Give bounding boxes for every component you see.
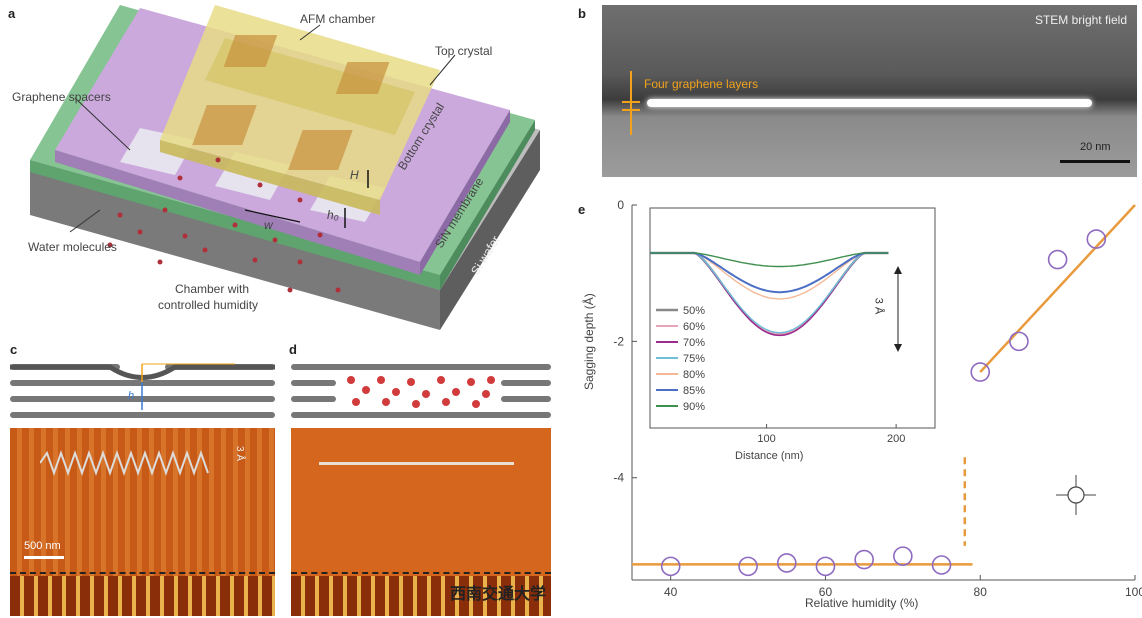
panel-b-letter: b bbox=[578, 6, 586, 21]
inset-scale-arrowhead bbox=[894, 266, 902, 274]
graphene-spacers-label: Graphene spacers bbox=[12, 90, 111, 104]
y-tick-label: -4 bbox=[613, 471, 624, 485]
inset-legend-label: 60% bbox=[683, 321, 705, 333]
inset-legend-label: 75% bbox=[683, 353, 705, 365]
scale-bar bbox=[1060, 160, 1130, 163]
annotation-tick bbox=[622, 109, 640, 111]
data-point bbox=[815, 556, 836, 577]
stem-title: STEM bright field bbox=[1034, 13, 1127, 27]
x-tick-label: 40 bbox=[664, 585, 678, 599]
c-scale-bar-label: 500 nm bbox=[24, 540, 61, 552]
c-amp-label: 3 Å bbox=[234, 445, 246, 462]
data-point bbox=[854, 549, 874, 570]
afm-patch bbox=[223, 35, 278, 67]
watermark: 西南交通大学 bbox=[450, 586, 547, 603]
panel-c: c h 3 Å 500 nm bbox=[0, 340, 285, 618]
x-tick-label: 80 bbox=[974, 585, 988, 599]
c-dashed-line bbox=[10, 572, 275, 574]
inset-legend-label: 85% bbox=[683, 385, 705, 397]
four-layers-annotation: Four graphene layers bbox=[644, 77, 759, 91]
panel-e: e 40 60 80 100 0 -2 -4 100 200 50% 60% 70% 75% 80% 85%… bbox=[450, 190, 1142, 618]
d-stripes bbox=[291, 576, 551, 616]
panel-a: a AFM chamber Top crystal Graphene space… bbox=[0, 0, 570, 335]
inset-frame bbox=[649, 207, 936, 429]
x-tick-label: 100 bbox=[1125, 585, 1142, 599]
inset-legend-label: 80% bbox=[683, 369, 705, 381]
panel-a-schematic bbox=[30, 5, 540, 330]
data-point bbox=[1009, 331, 1029, 352]
afm-patch bbox=[192, 105, 257, 145]
panel-b: b STEM bright field Four graphene layers… bbox=[570, 0, 1142, 180]
sin-right bbox=[440, 120, 535, 290]
inset-x-tick-label: 100 bbox=[757, 433, 775, 445]
inset-series-line bbox=[650, 252, 889, 268]
inset-legend-label: 90% bbox=[683, 401, 705, 413]
y-tick-label: -2 bbox=[613, 334, 624, 348]
inset-legend-label: 70% bbox=[683, 337, 705, 349]
afm-patch bbox=[335, 62, 390, 94]
stem-image: STEM bright field Four graphene layers 2… bbox=[602, 5, 1137, 177]
annotation-arrow bbox=[630, 71, 632, 135]
h0-label: h₀ bbox=[327, 208, 339, 222]
scale-bar-label: 20 nm bbox=[1080, 141, 1111, 153]
afm-chamber-label: AFM chamber bbox=[300, 12, 376, 26]
inset-xlabel: Distance (nm) bbox=[735, 450, 804, 462]
data-point bbox=[970, 362, 991, 382]
panel-d-layers-diagram bbox=[291, 364, 551, 418]
afm-image-d bbox=[291, 428, 551, 616]
graphene-layer-band bbox=[647, 99, 1092, 107]
h-label: H bbox=[350, 168, 359, 182]
data-point bbox=[776, 553, 797, 573]
fit-line-high bbox=[979, 204, 1136, 373]
panel-a-letter: a bbox=[8, 6, 16, 21]
water-molecules-label: Water molecules bbox=[28, 240, 117, 254]
x-tick-label: 60 bbox=[819, 585, 833, 599]
inset-scale-arrowhead bbox=[894, 344, 902, 352]
d-dashed-line bbox=[291, 572, 551, 574]
panel-c-letter: c bbox=[10, 342, 18, 357]
bottom-crystal-right bbox=[420, 110, 510, 275]
top-crystal-label: Top crystal bbox=[435, 44, 493, 58]
w-label: w bbox=[264, 218, 273, 232]
panel-d-letter: d bbox=[289, 342, 297, 357]
water-molecules bbox=[107, 157, 341, 293]
c-scale-bar bbox=[24, 556, 64, 559]
data-point bbox=[660, 556, 681, 577]
data-point bbox=[1047, 249, 1068, 270]
si-wafer-right bbox=[440, 130, 540, 330]
inset-legend-label: 50% bbox=[683, 305, 705, 317]
crosshair-symbol bbox=[1067, 486, 1085, 504]
panel-e-letter: e bbox=[578, 202, 586, 217]
data-point bbox=[738, 556, 758, 577]
afm-patch bbox=[288, 130, 353, 170]
y-tick-label: 0 bbox=[617, 198, 624, 212]
bottom-crystal-side bbox=[55, 150, 420, 275]
panel-c-layers-diagram bbox=[10, 363, 275, 418]
data-point bbox=[931, 555, 952, 575]
chamber-label-1: Chamber with bbox=[175, 282, 250, 296]
afm-image-c: 3 Å 500 nm bbox=[10, 428, 275, 616]
c-h-label: h bbox=[128, 390, 135, 402]
annotation-tick bbox=[622, 101, 640, 103]
chamber-label-2: controlled humidity bbox=[158, 298, 259, 312]
e-xlabel: Relative humidity (%) bbox=[805, 596, 919, 610]
panel-e-chart: 40 60 80 100 0 -2 -4 100 200 50% 60% 70% 75% 80% 85% 90… bbox=[613, 198, 1142, 599]
e-ylabel: Sagging depth (Å) bbox=[582, 293, 596, 390]
inset-scale-label: 3 Å bbox=[872, 297, 885, 315]
top-crystal-side bbox=[160, 140, 380, 215]
panel-d: d bbox=[285, 340, 560, 618]
w-marker bbox=[244, 209, 301, 223]
data-point bbox=[893, 546, 913, 566]
c-stripes bbox=[10, 576, 275, 616]
sinusoid-profile bbox=[40, 449, 209, 477]
inset-x-tick-label: 200 bbox=[887, 433, 905, 445]
data-point bbox=[1086, 229, 1107, 249]
flat-profile bbox=[319, 462, 514, 465]
